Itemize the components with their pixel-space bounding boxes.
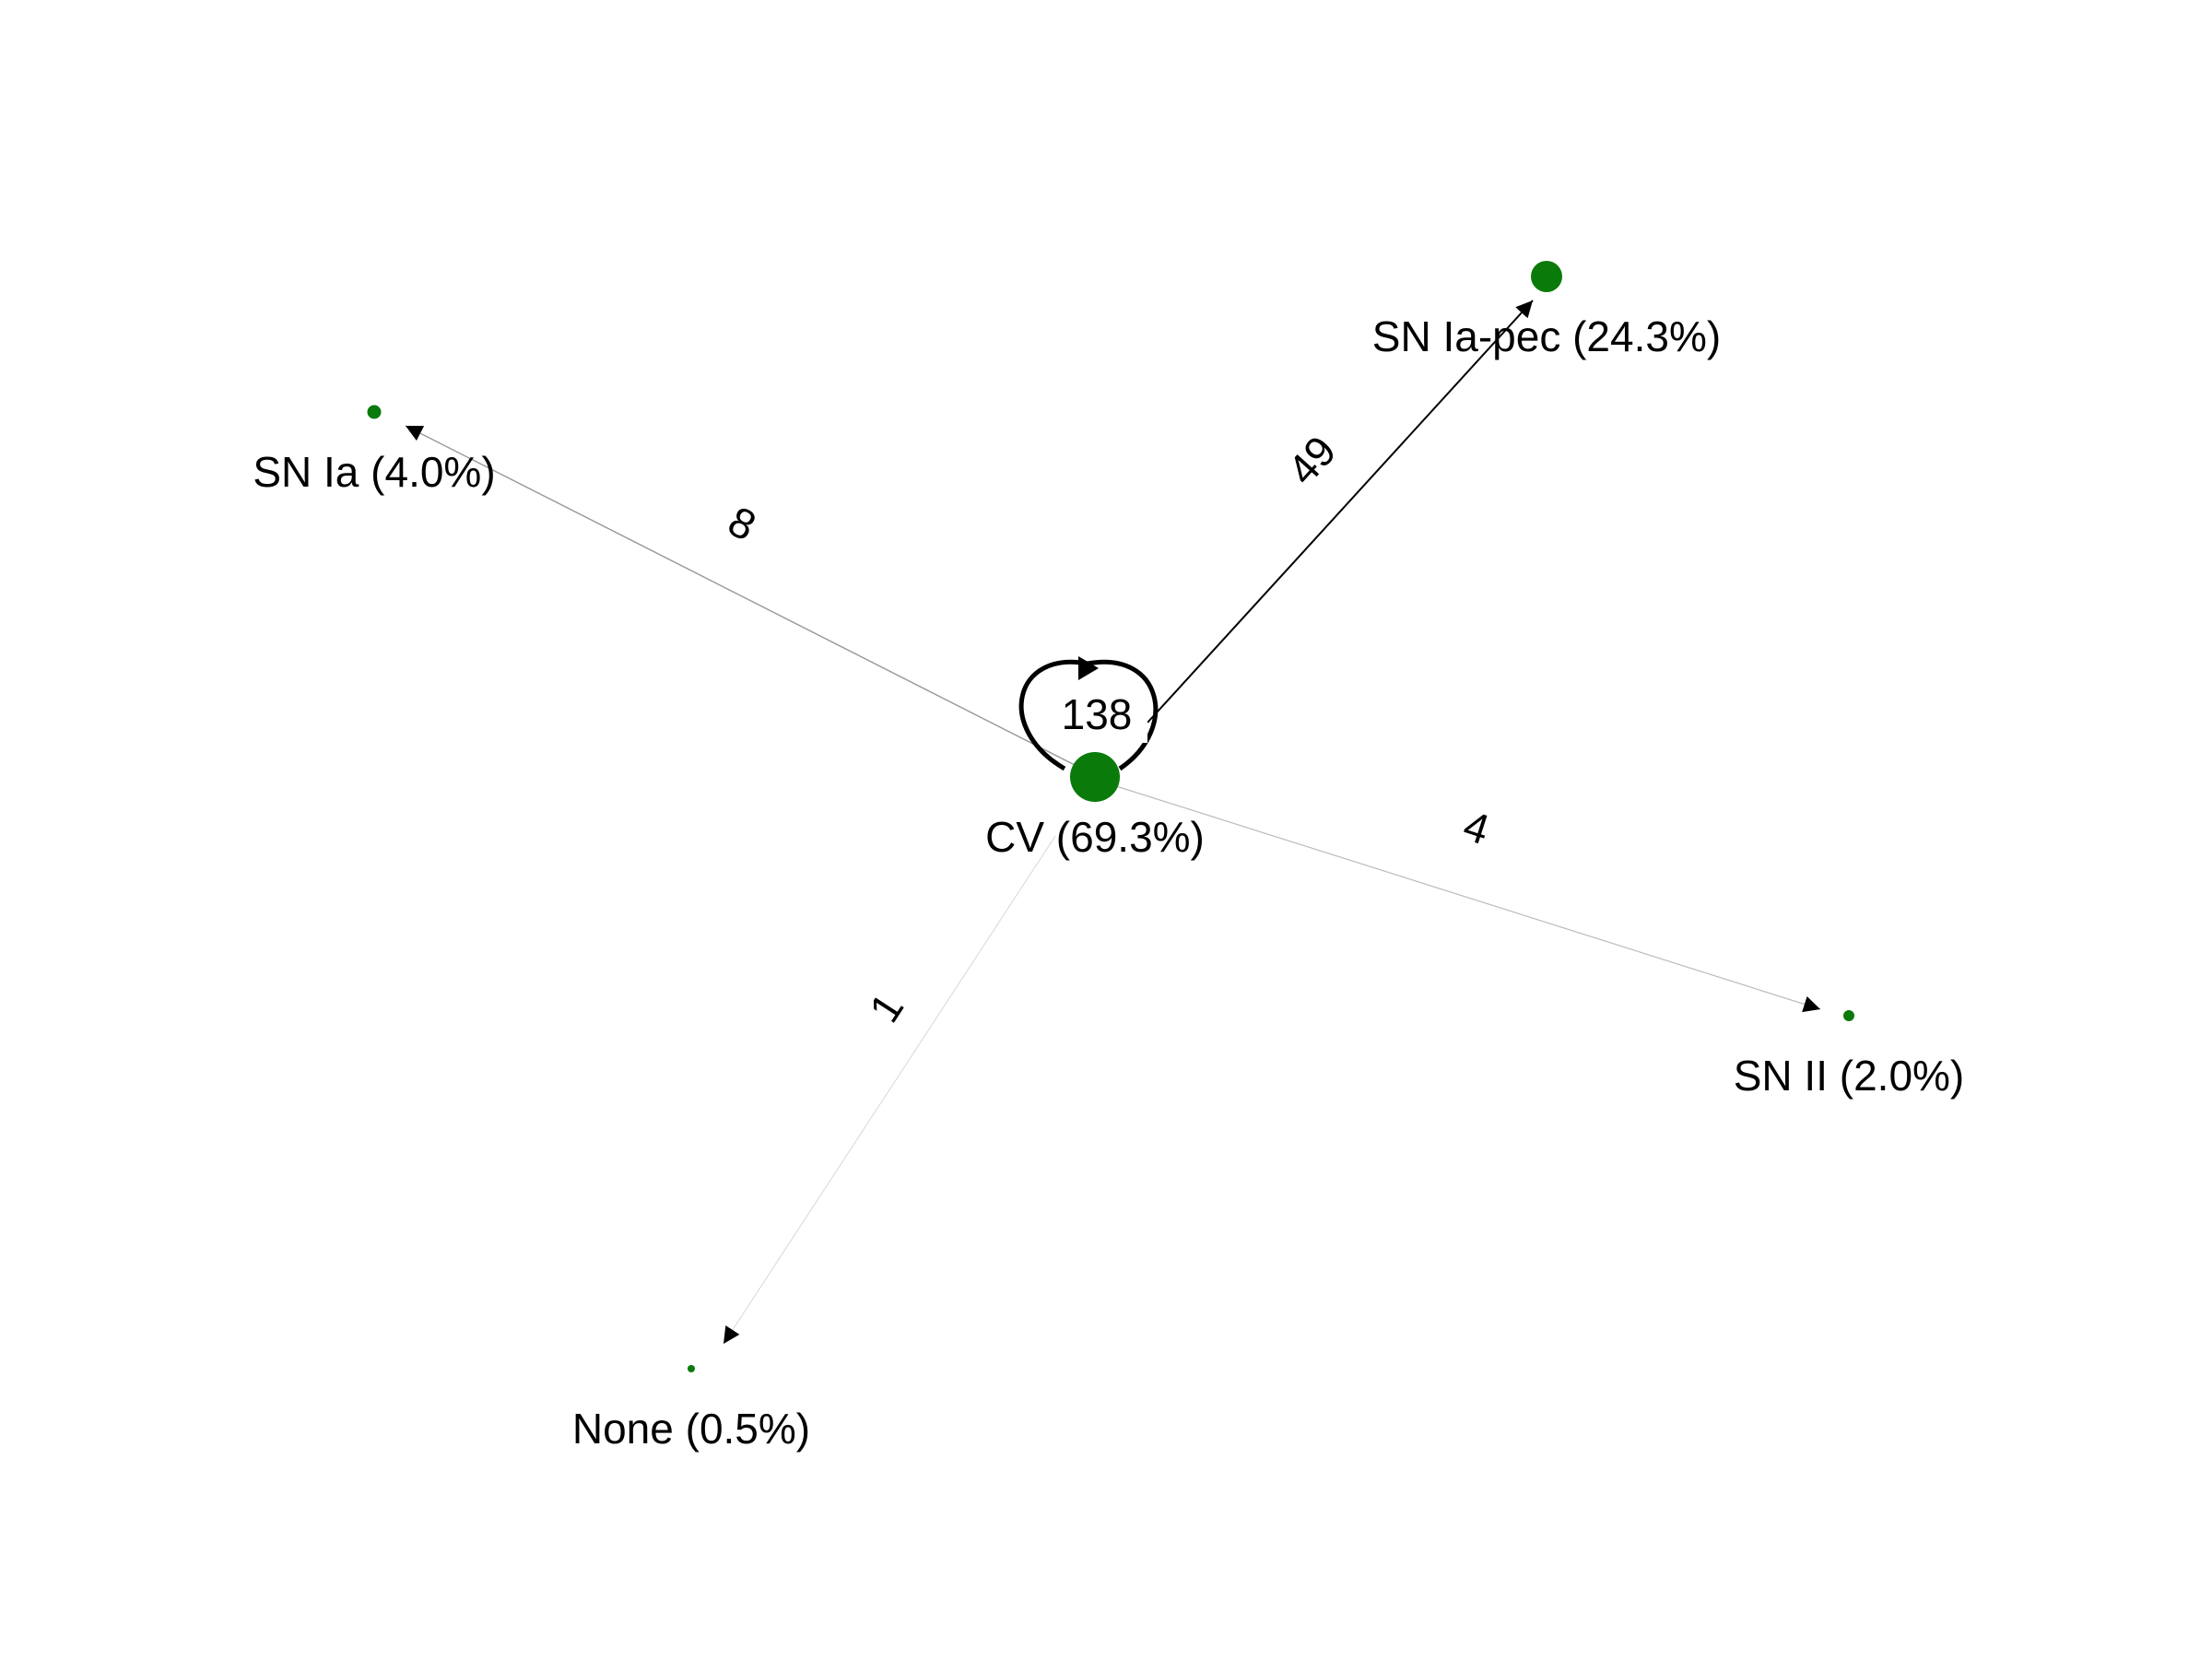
node-none: [688, 1365, 695, 1372]
node-cv: [1070, 752, 1120, 802]
self-loop-arrow-icon: [1078, 656, 1099, 680]
edge-label-cv-none: 1: [860, 984, 913, 1030]
edge-label-cv-sn-ii: 4: [1458, 801, 1495, 853]
node-sn-ia: [367, 405, 382, 419]
node-label-cv: CV (69.3%): [985, 813, 1205, 861]
edge-label-cv-sn-ia-pec: 49: [1278, 427, 1346, 494]
edge-label-cv-sn-ia: 8: [721, 497, 763, 550]
edge-cv-to-none: [723, 835, 1056, 1345]
node-label-sn-ia: SN Ia (4.0%): [253, 448, 495, 496]
node-sn-ii: [1843, 1010, 1854, 1021]
self-loop-label-bg: [1046, 688, 1147, 743]
node-label-none: None (0.5%): [572, 1405, 810, 1453]
node-sn-ia-pec: [1531, 261, 1562, 292]
node-label-sn-ii: SN II (2.0%): [1734, 1052, 1965, 1100]
edge-cv-to-sn-ia-pec: [1147, 300, 1534, 724]
edge-cv-to-sn-ii: [1112, 784, 1821, 1013]
node-label-sn-ia-pec: SN Ia-pec (24.3%): [1372, 312, 1721, 360]
edge-label-cv-self: 138: [1062, 690, 1133, 738]
edge-cv-to-sn-ia: [405, 425, 1077, 767]
